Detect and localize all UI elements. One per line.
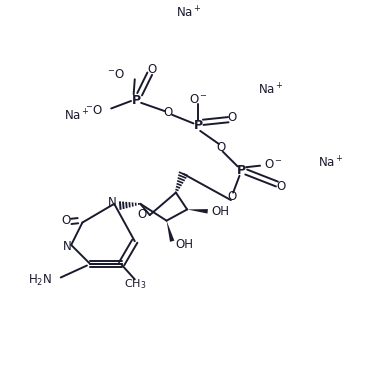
Text: N: N xyxy=(108,196,117,209)
Text: O: O xyxy=(137,208,146,221)
Text: OH: OH xyxy=(211,205,229,218)
Polygon shape xyxy=(187,209,208,214)
Text: $^{-}$O: $^{-}$O xyxy=(85,104,103,117)
Text: P: P xyxy=(237,164,246,177)
Text: P: P xyxy=(194,119,203,132)
Text: O: O xyxy=(276,181,285,193)
Text: Na$^+$: Na$^+$ xyxy=(318,155,344,170)
Text: $^{-}$O: $^{-}$O xyxy=(107,68,125,81)
Text: O: O xyxy=(228,111,237,124)
Text: O: O xyxy=(61,214,70,227)
Text: CH$_3$: CH$_3$ xyxy=(124,278,146,291)
Text: O$^-$: O$^-$ xyxy=(264,158,283,171)
Text: O: O xyxy=(147,63,156,76)
Text: O: O xyxy=(228,190,237,203)
Text: O: O xyxy=(164,107,173,119)
Text: Na$^+$: Na$^+$ xyxy=(176,6,202,21)
Text: Na$^+$: Na$^+$ xyxy=(259,82,284,97)
Text: O: O xyxy=(216,141,225,154)
Text: OH: OH xyxy=(175,238,193,251)
Text: N: N xyxy=(63,240,72,253)
Text: Na$^+$: Na$^+$ xyxy=(64,108,90,123)
Text: O$^-$: O$^-$ xyxy=(189,93,208,105)
Text: P: P xyxy=(132,95,141,107)
Polygon shape xyxy=(167,221,174,242)
Text: H$_2$N: H$_2$N xyxy=(28,273,53,288)
